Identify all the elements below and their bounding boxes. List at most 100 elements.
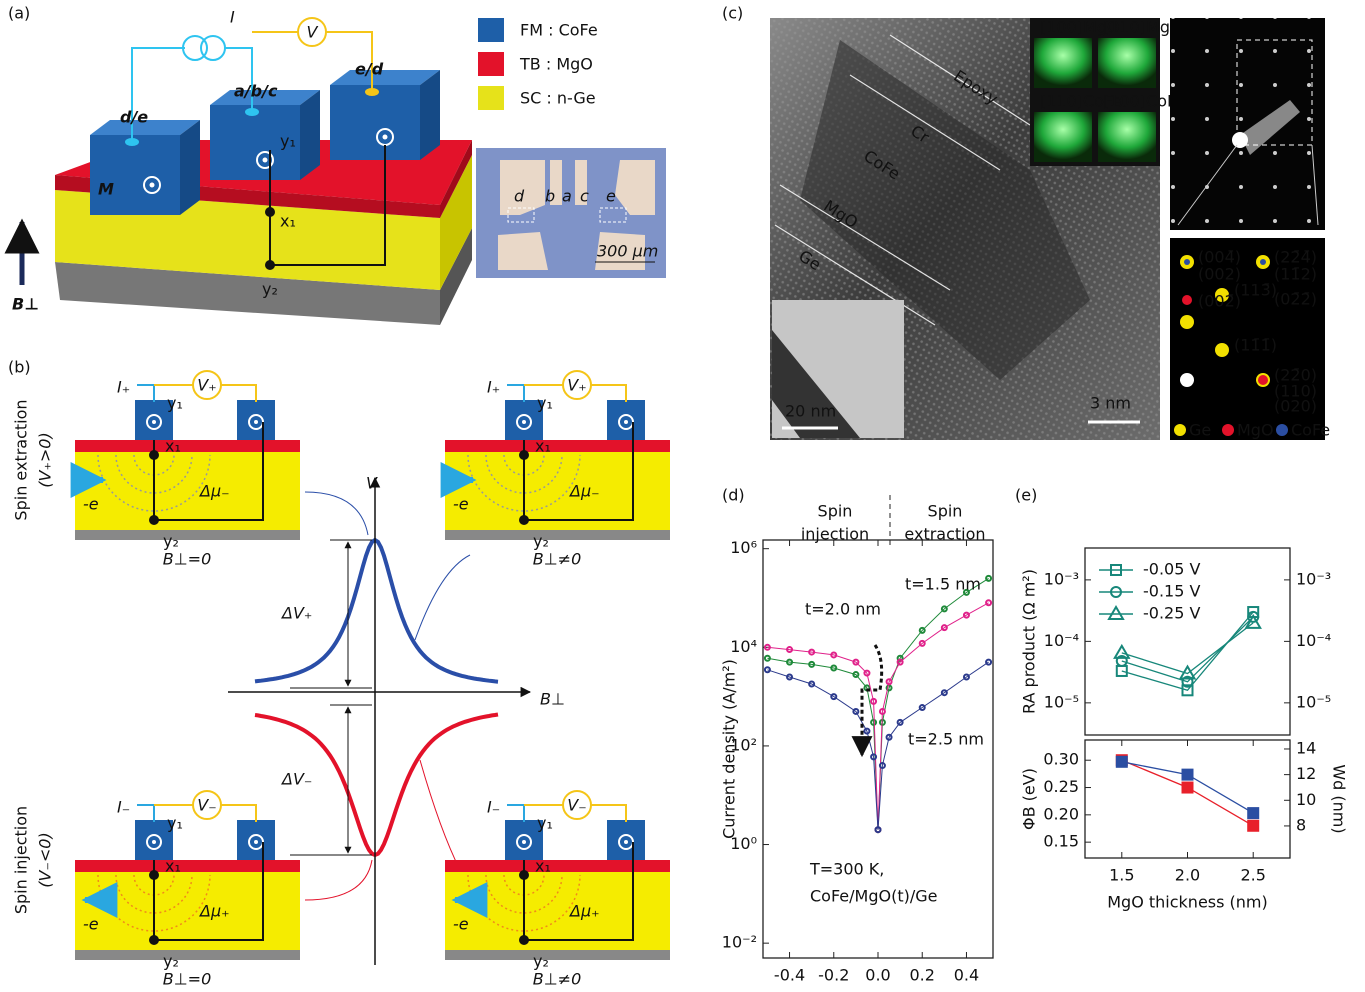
y-tick-label: 10 <box>1296 790 1316 809</box>
delta-label: ΔV₊ <box>280 604 312 623</box>
point-label: x₁ <box>280 212 296 231</box>
current-label: I₊ <box>487 378 500 397</box>
scale-label: 300 μm <box>597 242 658 261</box>
panel-label: (d) <box>722 486 745 505</box>
point-label: x₁ <box>165 857 181 876</box>
point <box>519 515 529 525</box>
rheed-insets: [100]MgO [110]MgO [110]CoFe [100]CoFe <box>1030 18 1185 167</box>
micrograph: d b a c e 300 μm <box>476 148 666 278</box>
point-label: y₂ <box>533 952 549 971</box>
y-tick-label: 0.20 <box>1043 804 1079 823</box>
potential-label: Δμ₊ <box>568 902 600 921</box>
point-label: x₁ <box>535 437 551 456</box>
legend-text: Ge <box>1189 421 1211 440</box>
y-tick-label: 14 <box>1296 738 1316 757</box>
marker <box>1117 666 1127 676</box>
panel-label: (e) <box>1015 486 1037 505</box>
spot <box>1215 343 1229 357</box>
contact-label: a/b/c <box>234 82 278 101</box>
y-tick-label: 12 <box>1296 764 1316 783</box>
figure: (a) I V d/e a/b/c e/d <box>0 0 1365 992</box>
voltage-wire <box>591 805 626 822</box>
delta-label: ΔV₋ <box>280 770 312 789</box>
y-axis-label: Current density (A/m²) <box>720 659 739 839</box>
device-sketch: -eI₋V₋y₁x₁y₂Δμ₊B⊥=0 <box>75 791 300 989</box>
legend-text: TB : MgO <box>519 55 593 74</box>
spot-label: (11̄2) <box>1274 265 1317 284</box>
voltage-wire <box>221 805 256 822</box>
potential-label: Δμ₋ <box>198 482 230 501</box>
legend-text: -0.15 V <box>1143 582 1200 601</box>
marker <box>1248 808 1258 818</box>
legend-marker <box>1109 607 1123 619</box>
series-label: t=2.5 nm <box>908 730 984 749</box>
point-label: y₁ <box>280 132 296 151</box>
voltage-wire <box>591 385 626 402</box>
point <box>149 870 159 880</box>
voltage-label: V₊ <box>567 376 586 395</box>
field-label: B⊥≠0 <box>533 550 582 569</box>
series-label: t=2.0 nm <box>805 600 881 619</box>
magnetization <box>152 840 156 844</box>
field-label: B⊥=0 <box>163 550 212 569</box>
x-tick-label: 2.0 <box>1175 866 1200 885</box>
spot <box>1184 259 1190 265</box>
pad-label: d <box>514 187 525 206</box>
substrate <box>75 950 300 960</box>
scale-label: 3 nm <box>1090 394 1131 413</box>
spot-label: (02̄2̄) <box>1274 290 1317 309</box>
y-tick-label: 10⁴ <box>730 637 757 656</box>
x-axis-label: MgO thickness (nm) <box>1107 893 1268 912</box>
legend-text: -0.25 V <box>1143 604 1200 623</box>
y-tick-label: 10⁶ <box>730 538 757 557</box>
magnetization <box>522 840 526 844</box>
current-label: I₋ <box>487 798 500 817</box>
spot-label: (020) <box>1274 397 1317 416</box>
current-wire <box>137 805 154 822</box>
electron-label: -e <box>83 495 99 514</box>
current-wire <box>137 385 154 402</box>
diffraction-pattern <box>1170 18 1325 230</box>
point-label: x₁ <box>165 437 181 456</box>
x-tick-label: -0.2 <box>818 966 849 985</box>
axis-label: B⊥ <box>540 690 565 709</box>
y-tick-label: 10⁻⁴ <box>1044 631 1079 650</box>
point <box>149 935 159 945</box>
x-tick-label: 0.2 <box>910 966 935 985</box>
contact-label: e/d <box>355 60 384 79</box>
current-label: I <box>230 8 235 27</box>
legend-text: -0.05 V <box>1143 560 1200 579</box>
note: CoFe/MgO(t)/Ge <box>810 887 937 906</box>
y2-axis-label: Wd (nm) <box>1330 764 1349 833</box>
row-label: Spin extraction <box>12 399 31 520</box>
pad-label: c <box>580 187 589 206</box>
point-label: y₂ <box>163 532 179 551</box>
row-label: Spin injection <box>12 806 31 914</box>
field-label: B⊥ <box>12 295 39 314</box>
row-condition: (V₊>0) <box>36 432 55 487</box>
current-label: I₊ <box>117 378 130 397</box>
scale-label: 20 nm <box>785 402 836 421</box>
point <box>519 870 529 880</box>
point <box>519 935 529 945</box>
x-tick-label: -0.4 <box>774 966 805 985</box>
legend-text: SC : n-Ge <box>520 89 596 108</box>
point-label: x₁ <box>535 857 551 876</box>
region-label: injection <box>801 525 869 544</box>
point-label: y₁ <box>537 394 553 413</box>
panel-label: (b) <box>8 358 31 377</box>
semiconductor <box>75 870 300 950</box>
y-tick-label: 10⁻⁴ <box>1296 631 1331 650</box>
voltage-label: V <box>307 23 319 42</box>
series-line <box>1122 617 1253 682</box>
y-tick-label: 10⁻³ <box>1044 569 1079 588</box>
potential-label: Δμ₋ <box>568 482 600 501</box>
point <box>265 260 275 270</box>
barrier <box>445 440 670 452</box>
field-label: B⊥=0 <box>163 970 212 989</box>
row-condition: (V₋<0) <box>36 832 55 887</box>
current-label: I₋ <box>117 798 130 817</box>
